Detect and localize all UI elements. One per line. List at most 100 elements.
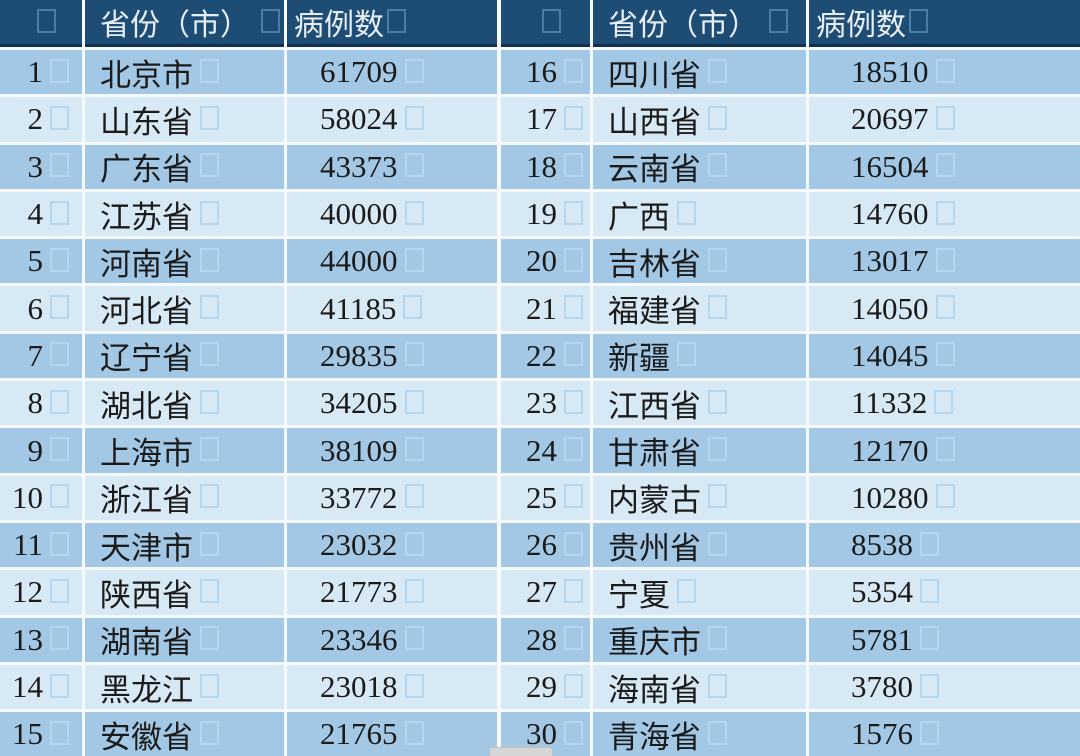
cases-cell: 34205 xyxy=(287,381,497,426)
table-right-ranks-16-30: 省份（市） 病例数 16 四川省 18510 17 山西省 xyxy=(501,0,1080,756)
tofu-box-icon xyxy=(50,342,69,367)
cases-value: 29835 xyxy=(320,337,398,373)
province-name: 新疆 xyxy=(608,341,670,377)
tofu-box-icon xyxy=(200,578,219,603)
province-cell: 上海市 xyxy=(85,428,284,473)
rank-value: 23 xyxy=(526,385,557,421)
province-name: 湖北省 xyxy=(100,388,193,424)
rank-cell: 5 xyxy=(0,239,82,284)
province-cell: 内蒙古 xyxy=(593,475,806,520)
province-cell: 北京市 xyxy=(85,50,284,95)
province-cell: 河南省 xyxy=(85,239,284,284)
tofu-box-icon xyxy=(404,389,424,414)
tofu-box-icon xyxy=(708,484,727,509)
tofu-box-icon xyxy=(564,105,583,130)
column-header-province: 省份（市） xyxy=(593,0,806,47)
tofu-box-icon xyxy=(50,531,69,556)
rank-cell: 8 xyxy=(0,381,82,426)
tofu-box-icon xyxy=(200,673,219,698)
rank-value: 12 xyxy=(12,574,43,610)
rank-value: 21 xyxy=(526,290,557,326)
cases-value: 13017 xyxy=(851,243,929,279)
province-cell: 福建省 xyxy=(593,286,806,331)
tofu-box-icon xyxy=(200,58,219,83)
column-header-province-label: 省份（市） xyxy=(100,9,250,42)
cases-value: 12170 xyxy=(851,432,929,468)
province-name: 天津市 xyxy=(100,530,193,566)
cases-value: 23346 xyxy=(320,621,398,657)
column-header-cases-label: 病例数 xyxy=(816,9,906,42)
rank-value: 1 xyxy=(27,54,44,90)
rank-value: 4 xyxy=(27,196,44,232)
province-cell: 重庆市 xyxy=(593,617,806,662)
province-name: 河北省 xyxy=(100,294,193,330)
tofu-box-icon xyxy=(50,673,69,698)
rank-value: 2 xyxy=(27,101,44,137)
tofu-box-icon xyxy=(200,200,219,225)
rank-value: 28 xyxy=(526,621,557,657)
tofu-box-icon xyxy=(200,295,219,320)
cases-value: 21773 xyxy=(320,574,398,610)
cases-cell: 18510 xyxy=(809,50,1080,95)
province-name: 山东省 xyxy=(100,104,193,140)
cases-cell: 3780 xyxy=(809,664,1080,710)
tofu-box-icon xyxy=(200,626,219,651)
rank-cell: 23 xyxy=(501,381,590,426)
tofu-box-icon xyxy=(200,153,219,178)
province-name: 浙江省 xyxy=(100,483,193,519)
tofu-box-icon xyxy=(50,58,69,83)
rank-value: 14 xyxy=(12,669,43,704)
tofu-box-icon xyxy=(404,342,424,367)
rank-cell: 20 xyxy=(501,239,590,284)
rank-cell: 10 xyxy=(0,475,82,520)
tofu-box-icon xyxy=(935,105,955,130)
cases-value: 20697 xyxy=(851,101,929,137)
rank-cell: 4 xyxy=(0,191,82,237)
tofu-box-icon xyxy=(564,153,583,178)
cases-cell: 58024 xyxy=(287,97,497,142)
tofu-box-icon xyxy=(50,626,69,651)
province-cell: 黑龙江 xyxy=(85,664,284,710)
tofu-box-icon xyxy=(50,153,69,178)
province-cell: 贵州省 xyxy=(593,522,806,568)
tofu-box-icon xyxy=(708,295,727,320)
cases-cell: 14050 xyxy=(809,286,1080,331)
rank-cell: 28 xyxy=(501,617,590,662)
cases-cell: 21773 xyxy=(287,570,497,615)
bottom-scrollbar-thumb[interactable] xyxy=(489,747,553,756)
column-header-cases: 病例数 xyxy=(809,0,1080,47)
rank-cell: 25 xyxy=(501,475,590,520)
tofu-box-icon xyxy=(37,8,56,33)
tofu-box-icon xyxy=(200,484,219,509)
rank-cell: 24 xyxy=(501,428,590,473)
rank-cell: 11 xyxy=(0,522,82,568)
tofu-box-icon xyxy=(564,626,583,651)
province-cell: 天津市 xyxy=(85,522,284,568)
cases-cell: 1576 xyxy=(809,712,1080,756)
province-cell: 青海省 xyxy=(593,712,806,756)
tofu-box-icon xyxy=(920,673,939,698)
rank-cell: 9 xyxy=(0,428,82,473)
rank-value: 17 xyxy=(526,101,557,137)
tofu-box-icon xyxy=(920,626,939,651)
cases-cell: 5354 xyxy=(809,570,1080,615)
province-name: 辽宁省 xyxy=(100,341,193,377)
cases-cell: 40000 xyxy=(287,191,497,237)
tofu-box-icon xyxy=(708,720,727,745)
tofu-box-icon xyxy=(708,437,727,462)
province-cell: 广东省 xyxy=(85,144,284,189)
province-name: 陕西省 xyxy=(100,577,193,613)
tofu-box-icon xyxy=(920,720,939,745)
cases-cell: 14760 xyxy=(809,191,1080,237)
column-header-province: 省份（市） xyxy=(85,0,284,47)
province-cell: 江苏省 xyxy=(85,191,284,237)
column-header-cases-label: 病例数 xyxy=(294,9,384,42)
province-name: 贵州省 xyxy=(608,530,701,566)
tofu-box-icon xyxy=(564,200,583,225)
tofu-box-icon xyxy=(564,578,583,603)
tofu-box-icon xyxy=(564,58,583,83)
province-name: 广东省 xyxy=(100,152,193,188)
tofu-box-icon xyxy=(50,437,69,462)
tofu-box-icon xyxy=(708,673,727,698)
